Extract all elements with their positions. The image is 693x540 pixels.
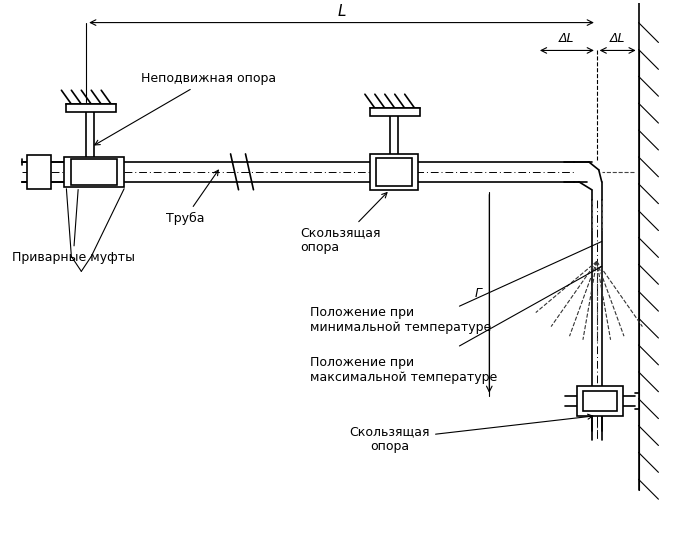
Text: Г: Г — [474, 287, 482, 300]
Text: Приварные муфты: Приварные муфты — [12, 190, 134, 265]
Bar — [26, 155, 51, 189]
Bar — [71, 159, 117, 185]
Text: Скользящая
опора: Скользящая опора — [349, 414, 593, 454]
Bar — [64, 157, 124, 187]
Bar — [67, 104, 116, 112]
Bar — [376, 158, 412, 186]
Text: ΔL: ΔL — [559, 32, 574, 45]
Bar — [583, 391, 617, 410]
Text: Положение при
минимальной температуре: Положение при минимальной температуре — [310, 306, 491, 334]
Bar — [370, 108, 420, 116]
Bar — [370, 154, 418, 190]
Text: Скользящая
опора: Скользящая опора — [300, 193, 387, 254]
Text: Положение при
максимальной температуре: Положение при максимальной температуре — [310, 356, 498, 384]
Bar — [577, 386, 622, 416]
Text: L: L — [337, 4, 346, 18]
Text: Труба: Труба — [166, 170, 218, 225]
Text: ΔL: ΔL — [610, 32, 625, 45]
Text: Неподвижная опора: Неподвижная опора — [95, 72, 276, 145]
